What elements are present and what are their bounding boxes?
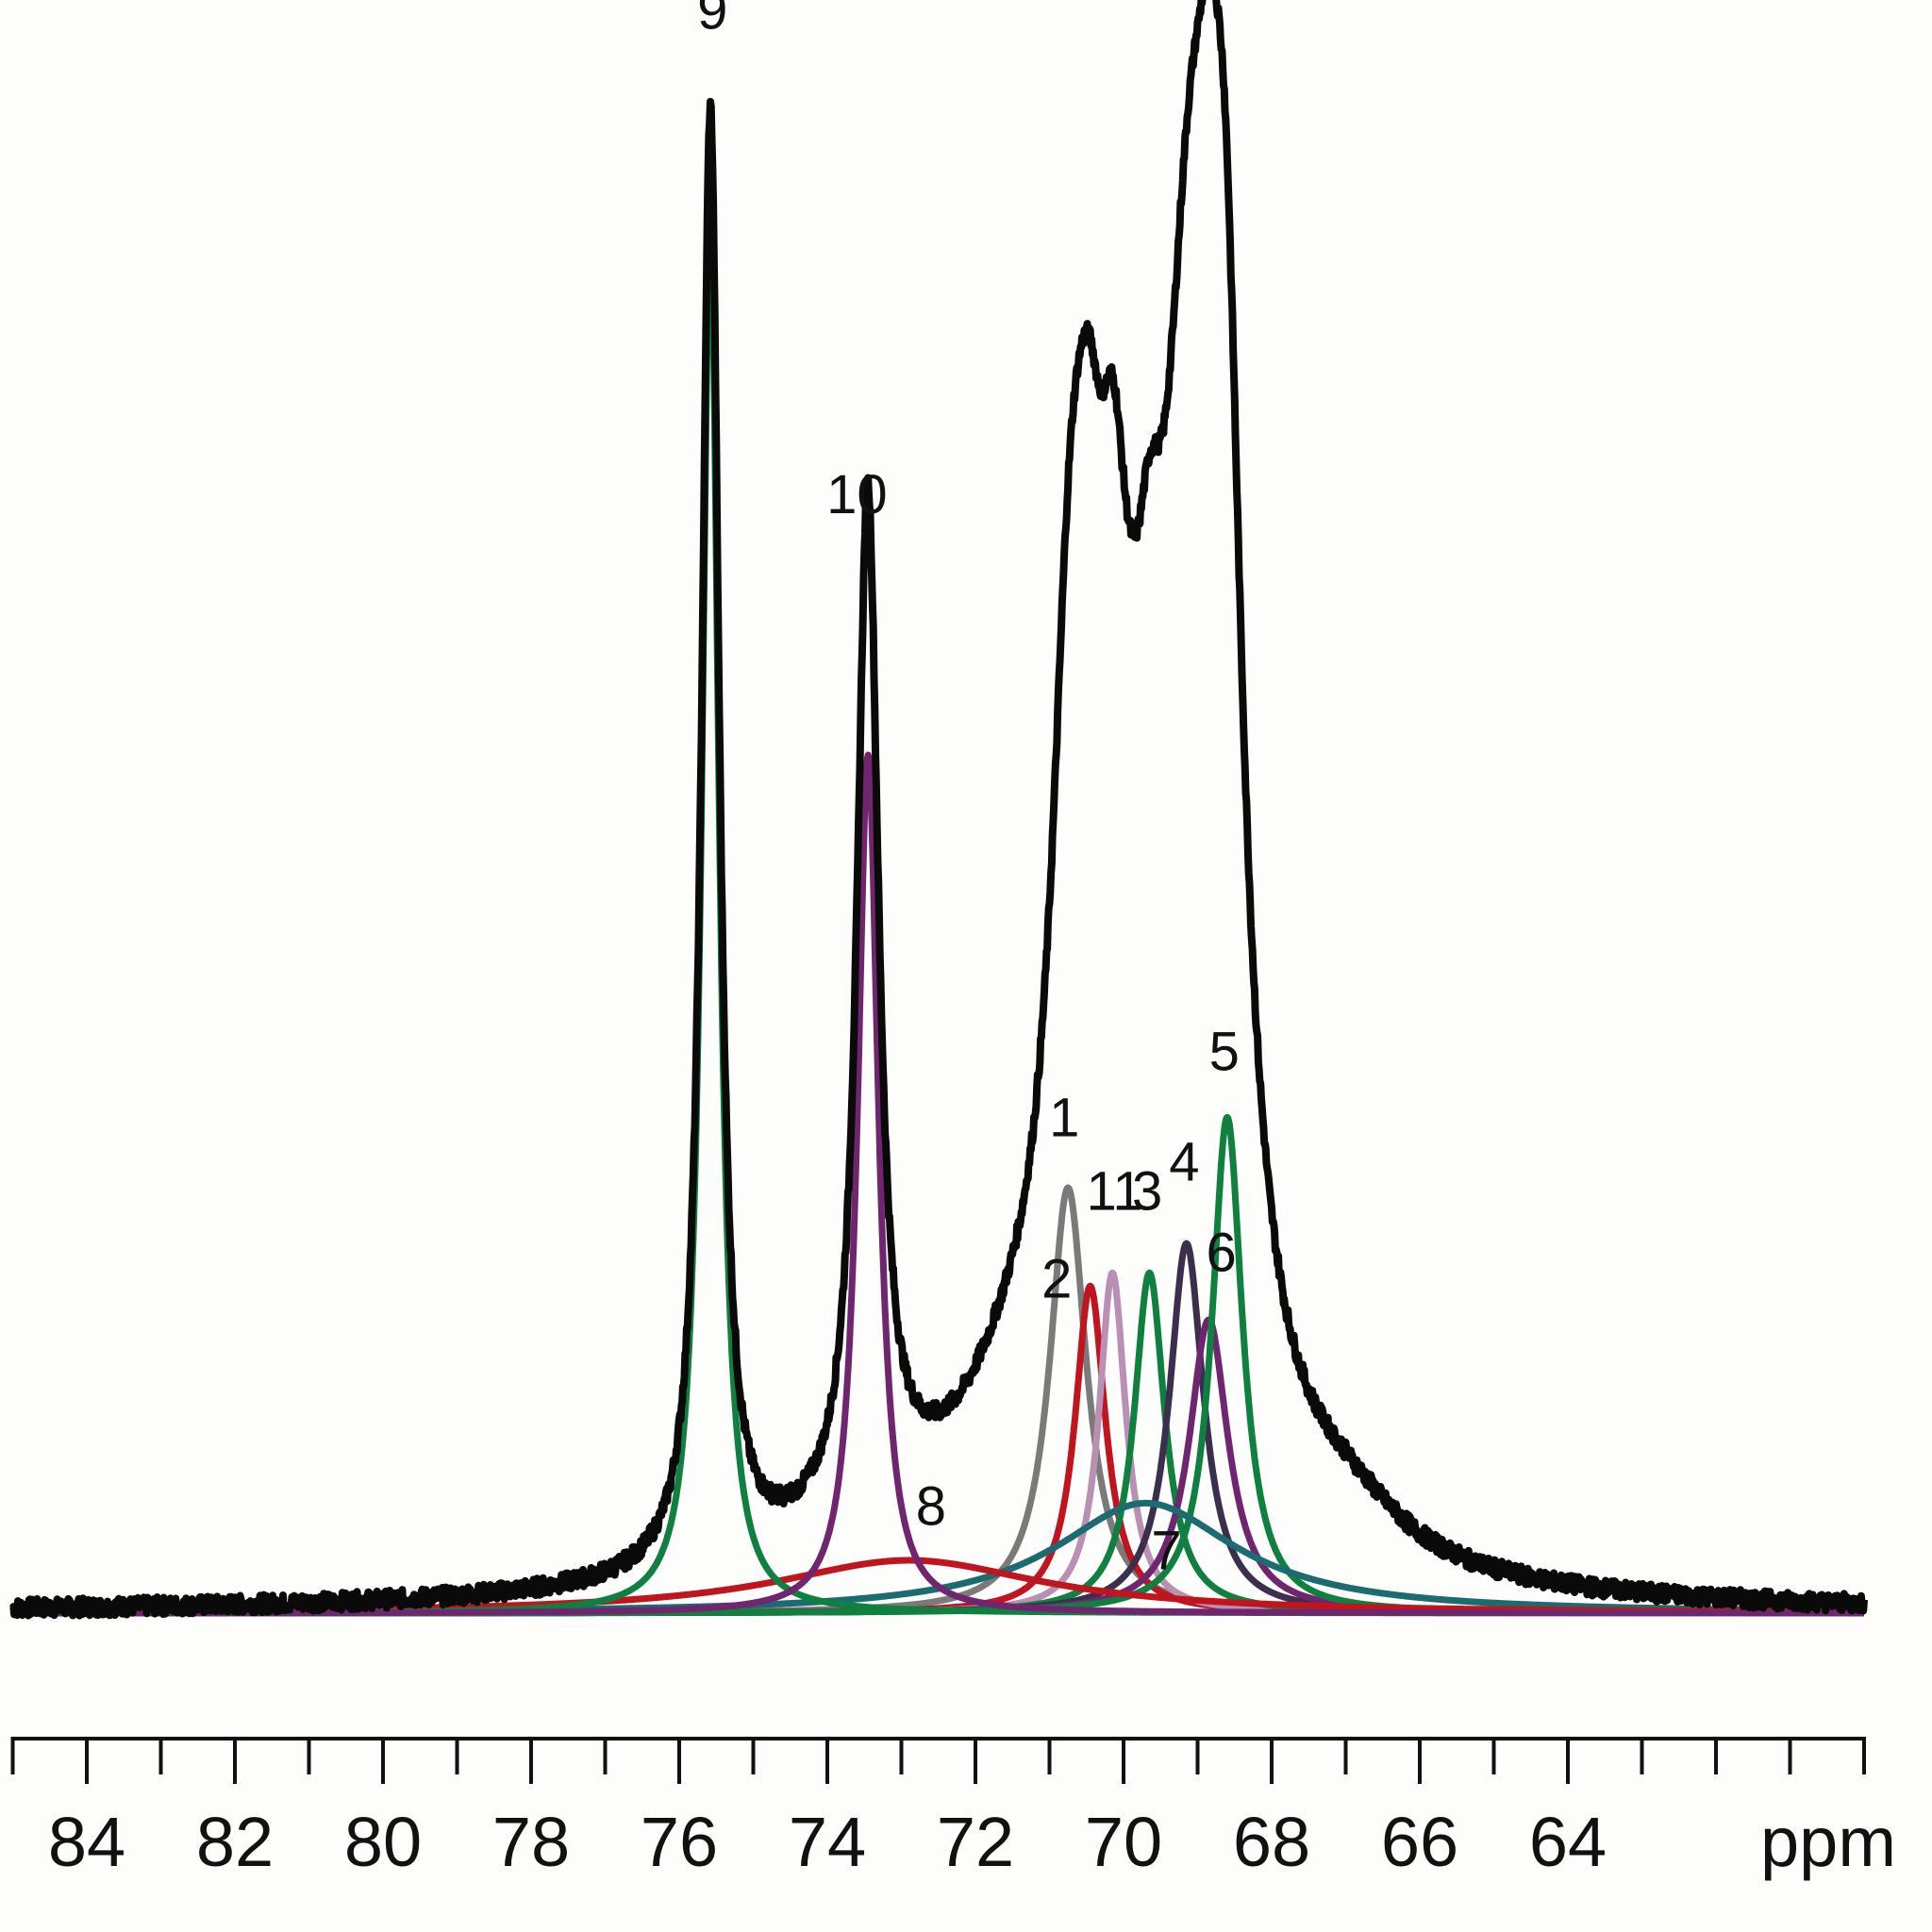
tick-label-84: 84 [48,1803,125,1881]
component-curve-6 [9,1316,1867,1617]
peak-label-8: 8 [916,1476,946,1538]
peak-label-2: 2 [1041,1249,1072,1310]
tick-label-68: 68 [1233,1803,1310,1881]
peak-label-3: 3 [1132,1160,1162,1222]
peak-label-5: 5 [1209,1022,1240,1083]
tick-label-82: 82 [196,1803,274,1881]
tick-label-64: 64 [1529,1803,1607,1881]
peak-label-9: 9 [697,0,727,42]
peak-label-4: 4 [1169,1131,1199,1192]
tick-label-76: 76 [641,1803,718,1881]
tick-label-70: 70 [1085,1803,1162,1881]
tick-label-74: 74 [789,1803,866,1881]
peak-label-6: 6 [1206,1223,1236,1284]
tick-label-80: 80 [344,1803,422,1881]
x-axis-unit-label: ppm [1760,1803,1896,1881]
x-axis-ticks [10,1737,1866,1784]
tick-label-78: 78 [492,1803,570,1881]
component-curve-4 [9,1240,1867,1617]
x-axis: 84 82 80 78 76 74 72 70 68 66 64 ppm [10,1737,1896,1881]
tick-label-66: 66 [1381,1803,1458,1881]
experimental-spectrum-line [9,0,1868,1620]
peak-label-7: 7 [1151,1520,1181,1581]
tick-label-72: 72 [937,1803,1014,1881]
peak-label-11: 11 [1086,1160,1142,1222]
x-axis-tick-labels: 84 82 80 78 76 74 72 70 68 66 64 [48,1803,1607,1881]
experimental-spectrum [9,0,1868,1620]
peak-label-1: 1 [1049,1088,1079,1149]
peak-label-10: 10 [826,464,888,525]
component-curve-5 [9,1113,1867,1617]
